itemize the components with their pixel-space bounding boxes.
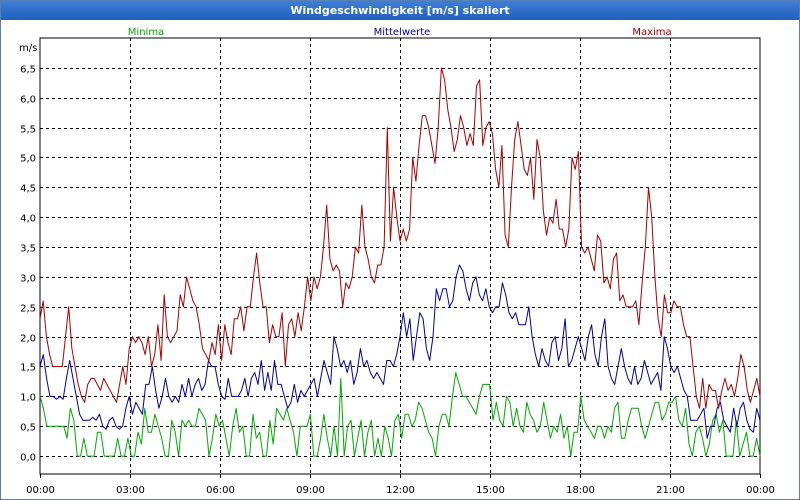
- series-line-minima: [39, 372, 761, 457]
- x-tick-time-label: 21:00: [656, 485, 685, 496]
- y-tick-label: 5,5: [20, 125, 36, 136]
- grid-lines: [40, 38, 760, 474]
- window-title: Windgeschwindigkeit [m/s] skaliert: [1, 1, 799, 20]
- x-tick-time-label: 03:00: [116, 485, 145, 496]
- series-line-maxima: [39, 67, 761, 409]
- x-tick-time-label: 18:00: [566, 485, 595, 496]
- legend-minima: Minima: [128, 27, 164, 38]
- y-tick-label: 4,5: [20, 184, 36, 195]
- series-line-mittelwerte: [39, 264, 761, 439]
- y-tick-label: 0,0: [20, 453, 36, 464]
- x-tick-time-label: 12:00: [386, 485, 415, 496]
- y-tick-label: 0,5: [20, 423, 36, 434]
- x-tick-time-label: 00:00: [26, 485, 55, 496]
- y-tick-label: 4,0: [20, 214, 36, 225]
- x-tick-time-label: 00:00: [746, 485, 775, 496]
- y-tick-label: 6,0: [20, 95, 36, 106]
- x-tick-time-label: 09:00: [296, 485, 325, 496]
- y-axis: 0,0 0,5 1,0 1,5 2,0 2,5 3,0 3,5 4,0 4,5 5,0 5,5 6,0 6…: [20, 65, 36, 464]
- x-axis: 00:0012.06.1403:0012.06.1406:0012.06.140…: [26, 474, 775, 496]
- y-axis-unit-label: m/s: [19, 43, 37, 54]
- y-tick-label: 1,0: [20, 393, 36, 404]
- y-tick-label: 2,0: [20, 334, 36, 345]
- y-tick-label: 6,5: [20, 65, 36, 76]
- x-tick-time-label: 06:00: [206, 485, 235, 496]
- legend-mittelwerte: Mittelwerte: [374, 27, 431, 38]
- x-tick-time-label: 15:00: [476, 485, 505, 496]
- series-lines: [39, 67, 761, 457]
- y-tick-label: 3,5: [20, 244, 36, 255]
- y-tick-label: 3,0: [20, 274, 36, 285]
- y-tick-label: 5,0: [20, 154, 36, 165]
- wind-speed-chart: Minima Mittelwerte Maxima m/s 0,0 0,5 1,0 1…: [19, 27, 775, 496]
- y-tick-label: 2,5: [20, 304, 36, 315]
- y-tick-label: 1,5: [20, 363, 36, 374]
- legend-maxima: Maxima: [632, 27, 671, 38]
